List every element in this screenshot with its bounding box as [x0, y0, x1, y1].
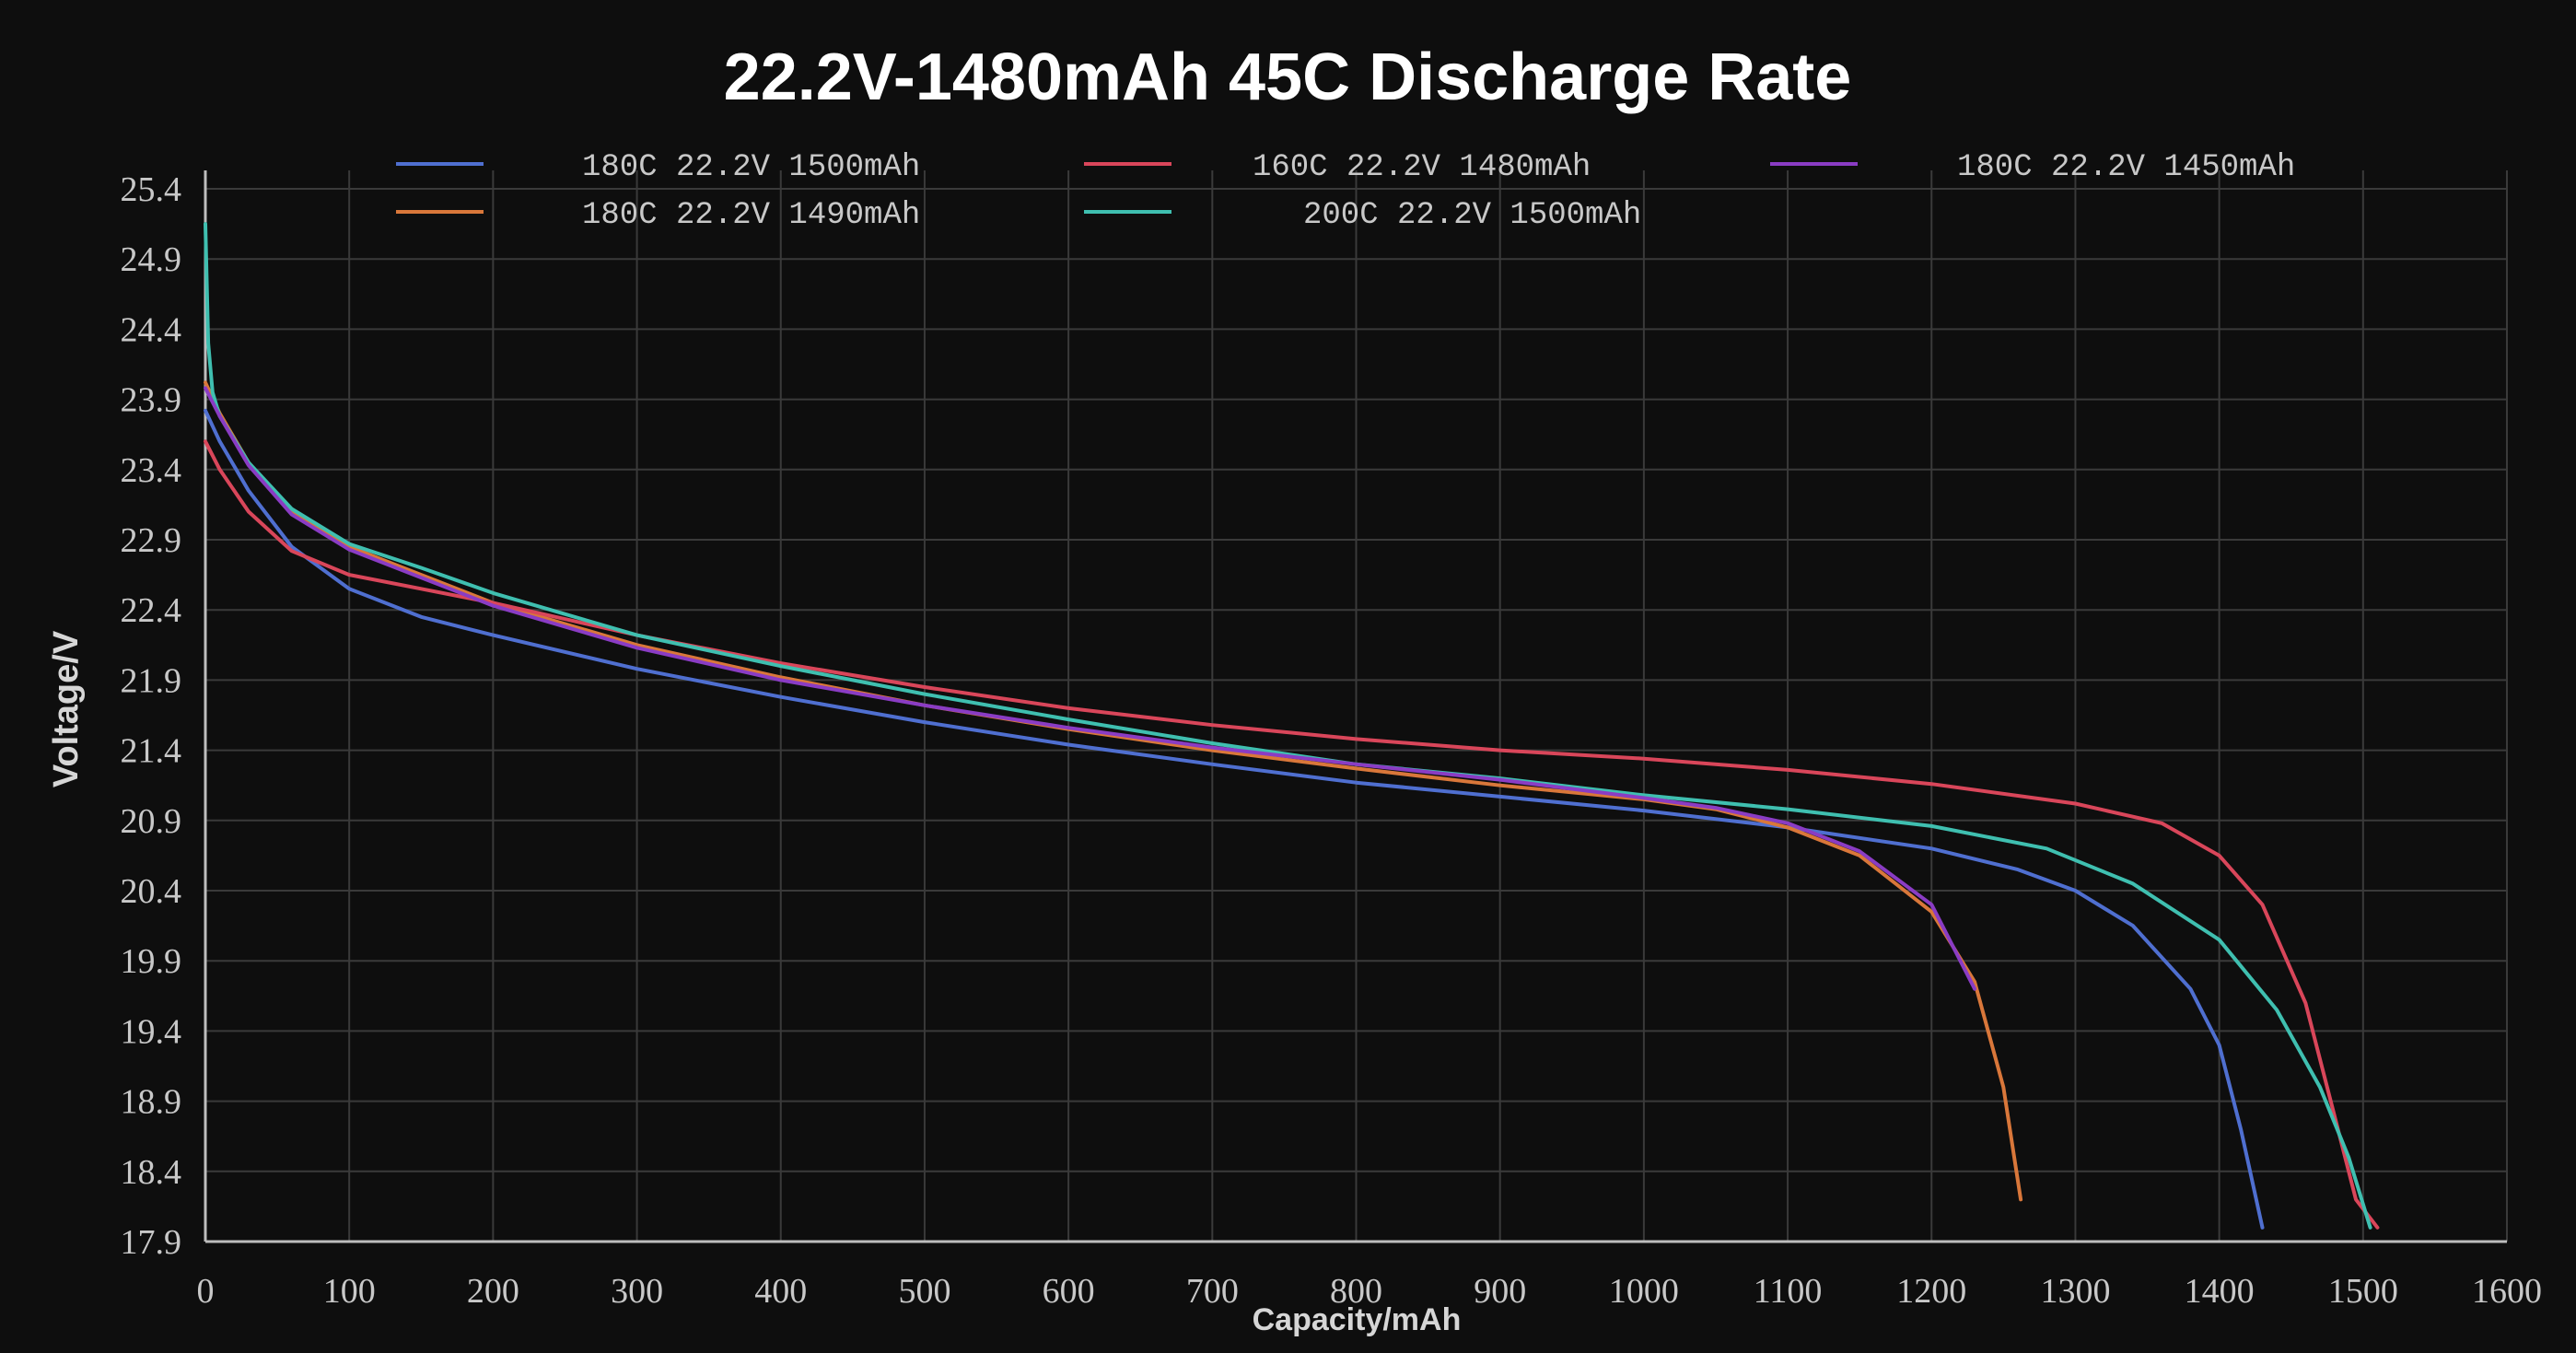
x-tick-label: 1600 — [2472, 1272, 2542, 1311]
y-tick-label: 18.4 — [121, 1153, 182, 1192]
y-tick-label: 21.9 — [121, 661, 182, 700]
legend-label: 200C 22.2V 1500mAh — [1303, 198, 1641, 233]
x-tick-label: 900 — [1474, 1272, 1526, 1311]
x-tick-label: 800 — [1330, 1272, 1382, 1311]
y-tick-label: 21.4 — [121, 732, 182, 771]
x-tick-label: 500 — [898, 1272, 950, 1311]
y-tick-label: 25.4 — [121, 170, 182, 209]
series-line — [204, 439, 2380, 1230]
series-line — [204, 380, 2023, 1202]
y-tick-label: 18.9 — [121, 1083, 182, 1122]
x-tick-label: 600 — [1043, 1272, 1095, 1311]
y-tick-label: 17.9 — [121, 1223, 182, 1262]
y-tick-label: 19.9 — [121, 942, 182, 981]
x-tick-label: 200 — [467, 1272, 519, 1311]
x-tick-label: 1300 — [2040, 1272, 2110, 1311]
y-axis-label: Voltage/V — [47, 630, 86, 787]
x-tick-label: 700 — [1186, 1272, 1239, 1311]
legend-label: 180C 22.2V 1490mAh — [582, 198, 920, 233]
legend: 180C 22.2V 1500mAh 180C 22.2V 1490mAh 160C… — [396, 150, 2295, 233]
x-tick-label: 1100 — [1754, 1272, 1823, 1311]
grid-lines — [205, 170, 2508, 1242]
y-tick-label: 23.9 — [121, 381, 182, 420]
y-tick-label: 22.9 — [121, 521, 182, 560]
x-tick-label: 1500 — [2328, 1272, 2398, 1311]
y-tick-label: 24.4 — [121, 310, 182, 349]
y-tick-label: 20.9 — [121, 802, 182, 841]
series-line — [204, 222, 2372, 1230]
x-tick-label: 400 — [754, 1272, 807, 1311]
axes — [204, 170, 2507, 1243]
y-tick-label: 19.4 — [121, 1012, 182, 1051]
y-tick-label: 20.4 — [121, 872, 182, 911]
x-tick-label: 1000 — [1609, 1272, 1679, 1311]
legend-label: 180C 22.2V 1450mAh — [1957, 150, 2295, 185]
series-lines — [204, 222, 2380, 1230]
x-tick-label: 100 — [323, 1272, 376, 1311]
series-line — [204, 386, 1977, 991]
series-line — [204, 408, 2265, 1230]
x-tick-label: 1400 — [2185, 1272, 2255, 1311]
x-axis-label: Capacity/mAh — [1253, 1302, 1462, 1337]
legend-label: 180C 22.2V 1500mAh — [582, 150, 920, 185]
y-tick-label: 22.4 — [121, 591, 182, 630]
x-tick-label: 1200 — [1896, 1272, 1966, 1311]
x-tick-labels: 0 100 200 300 400 500 600 700 800 900 1000 1100 1200… — [197, 1272, 2543, 1311]
chart-title: 22.2V-1480mAh 45C Discharge Rate — [724, 41, 1852, 114]
y-tick-labels: 25.4 24.9 24.4 23.9 23.4 22.9 22.4 21.9 21.4 20.9… — [121, 170, 182, 1262]
y-tick-label: 24.9 — [121, 240, 182, 279]
legend-label: 160C 22.2V 1480mAh — [1253, 150, 1591, 185]
x-tick-label: 0 — [197, 1272, 215, 1311]
x-tick-label: 300 — [611, 1272, 663, 1311]
y-tick-label: 23.4 — [121, 451, 182, 490]
